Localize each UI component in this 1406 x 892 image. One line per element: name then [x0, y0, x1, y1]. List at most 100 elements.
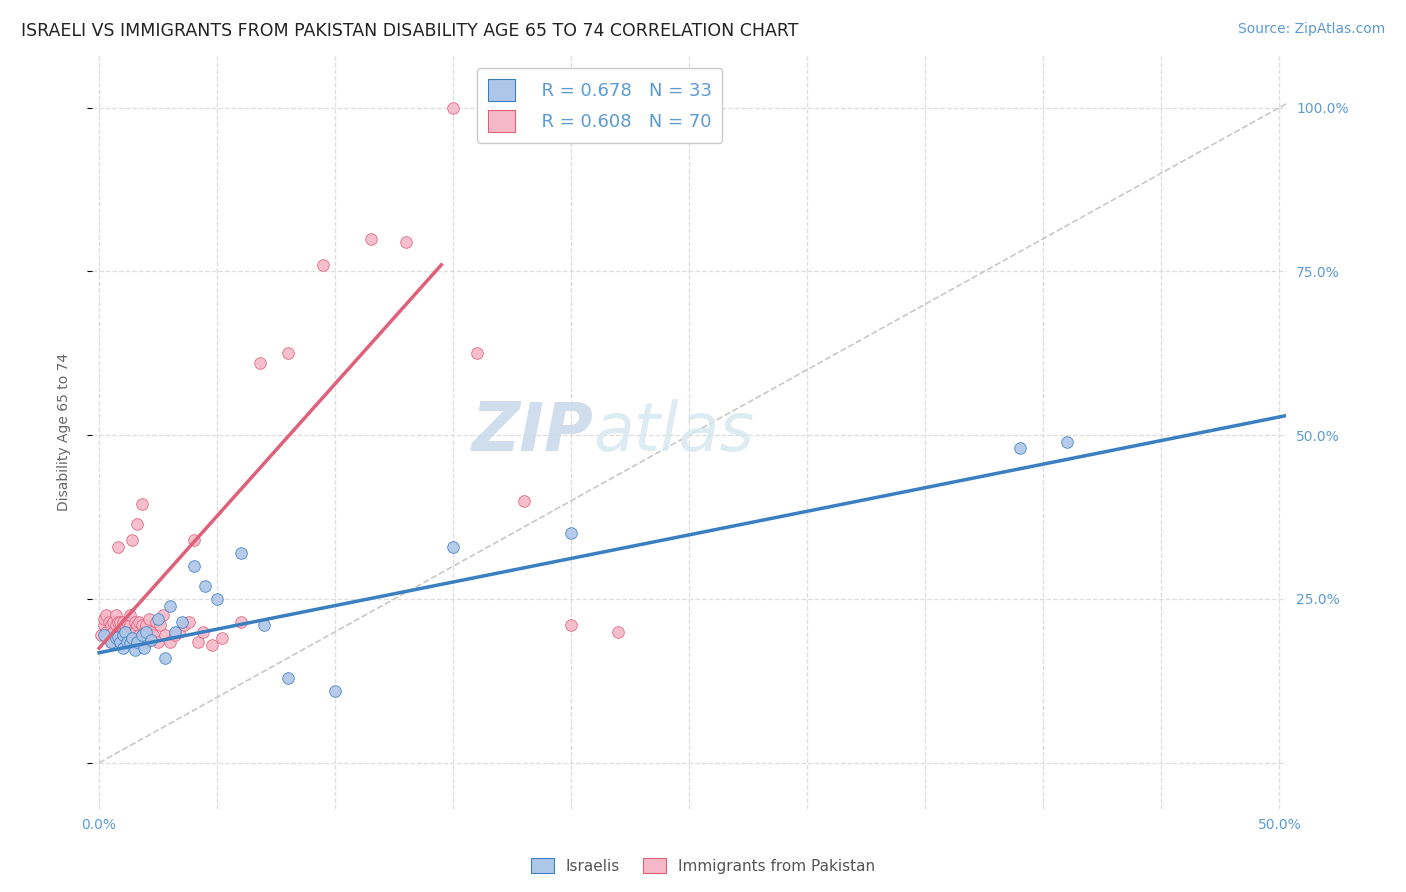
- Point: [1056, 434, 1078, 449]
- Point: [117, 634, 139, 648]
- Point: [118, 628, 141, 642]
- Point: [145, 615, 167, 629]
- Point: [110, 628, 132, 642]
- Point: [323, 683, 346, 698]
- Point: [117, 615, 139, 629]
- Point: [96, 608, 118, 623]
- Point: [90, 628, 112, 642]
- Text: ISRAELI VS IMMIGRANTS FROM PAKISTAN DISABILITY AGE 65 TO 74 CORRELATION CHART: ISRAELI VS IMMIGRANTS FROM PAKISTAN DISA…: [21, 22, 799, 40]
- Point: [173, 618, 195, 632]
- Point: [135, 624, 157, 639]
- Point: [132, 641, 155, 656]
- Legend: Israelis, Immigrants from Pakistan: Israelis, Immigrants from Pakistan: [524, 852, 882, 880]
- Point: [146, 612, 169, 626]
- Point: [560, 526, 582, 541]
- Point: [114, 624, 136, 639]
- Point: [607, 624, 630, 639]
- Point: [395, 235, 418, 249]
- Point: [104, 608, 127, 623]
- Point: [312, 258, 335, 272]
- Point: [128, 628, 150, 642]
- Point: [103, 615, 125, 629]
- Point: [1008, 442, 1031, 456]
- Text: ZIP: ZIP: [472, 399, 593, 465]
- Point: [183, 559, 205, 574]
- Point: [138, 612, 160, 626]
- Point: [96, 624, 118, 639]
- Point: [124, 643, 146, 657]
- Point: [107, 540, 129, 554]
- Point: [110, 634, 132, 648]
- Point: [121, 632, 143, 646]
- Point: [125, 618, 148, 632]
- Point: [277, 671, 299, 685]
- Point: [360, 232, 382, 246]
- Point: [93, 628, 115, 642]
- Point: [114, 618, 136, 632]
- Text: Source: ZipAtlas.com: Source: ZipAtlas.com: [1237, 22, 1385, 37]
- Point: [118, 636, 141, 650]
- Point: [117, 624, 139, 639]
- Point: [111, 615, 134, 629]
- Point: [111, 628, 134, 642]
- Point: [107, 615, 129, 629]
- Point: [194, 579, 217, 593]
- Point: [125, 516, 148, 531]
- Point: [104, 632, 127, 646]
- Point: [153, 628, 176, 642]
- Point: [111, 641, 134, 656]
- Point: [159, 599, 181, 613]
- Point: [97, 628, 120, 642]
- Point: [191, 624, 214, 639]
- Legend:   R = 0.678   N = 33,   R = 0.608   N = 70: R = 0.678 N = 33, R = 0.608 N = 70: [477, 68, 723, 143]
- Point: [513, 493, 536, 508]
- Point: [152, 608, 174, 623]
- Point: [183, 533, 205, 547]
- Text: atlas: atlas: [593, 399, 755, 465]
- Point: [132, 624, 155, 639]
- Point: [104, 618, 127, 632]
- Point: [93, 612, 115, 626]
- Point: [111, 624, 134, 639]
- Point: [93, 618, 115, 632]
- Point: [177, 615, 200, 629]
- Point: [131, 628, 153, 642]
- Point: [201, 638, 224, 652]
- Point: [169, 624, 191, 639]
- Point: [170, 615, 193, 629]
- Point: [441, 101, 464, 115]
- Point: [135, 618, 157, 632]
- Point: [125, 634, 148, 648]
- Point: [121, 624, 143, 639]
- Point: [124, 624, 146, 639]
- Point: [100, 634, 122, 648]
- Point: [97, 615, 120, 629]
- Point: [441, 540, 464, 554]
- Point: [100, 634, 122, 648]
- Point: [560, 618, 582, 632]
- Point: [146, 634, 169, 648]
- Point: [139, 632, 162, 647]
- Point: [107, 624, 129, 639]
- Point: [187, 634, 209, 648]
- Point: [229, 615, 252, 629]
- Point: [110, 615, 132, 629]
- Point: [229, 546, 252, 560]
- Y-axis label: Disability Age 65 to 74: Disability Age 65 to 74: [58, 353, 72, 511]
- Point: [121, 533, 143, 547]
- Point: [153, 651, 176, 665]
- Point: [103, 624, 125, 639]
- Point: [205, 592, 228, 607]
- Point: [277, 346, 299, 360]
- Point: [111, 634, 134, 648]
- Point: [149, 618, 172, 632]
- Point: [163, 624, 186, 639]
- Point: [159, 634, 181, 648]
- Point: [142, 628, 165, 642]
- Point: [249, 356, 271, 370]
- Point: [163, 628, 186, 642]
- Point: [118, 618, 141, 632]
- Point: [124, 615, 146, 629]
- Point: [211, 632, 233, 646]
- Point: [131, 497, 153, 511]
